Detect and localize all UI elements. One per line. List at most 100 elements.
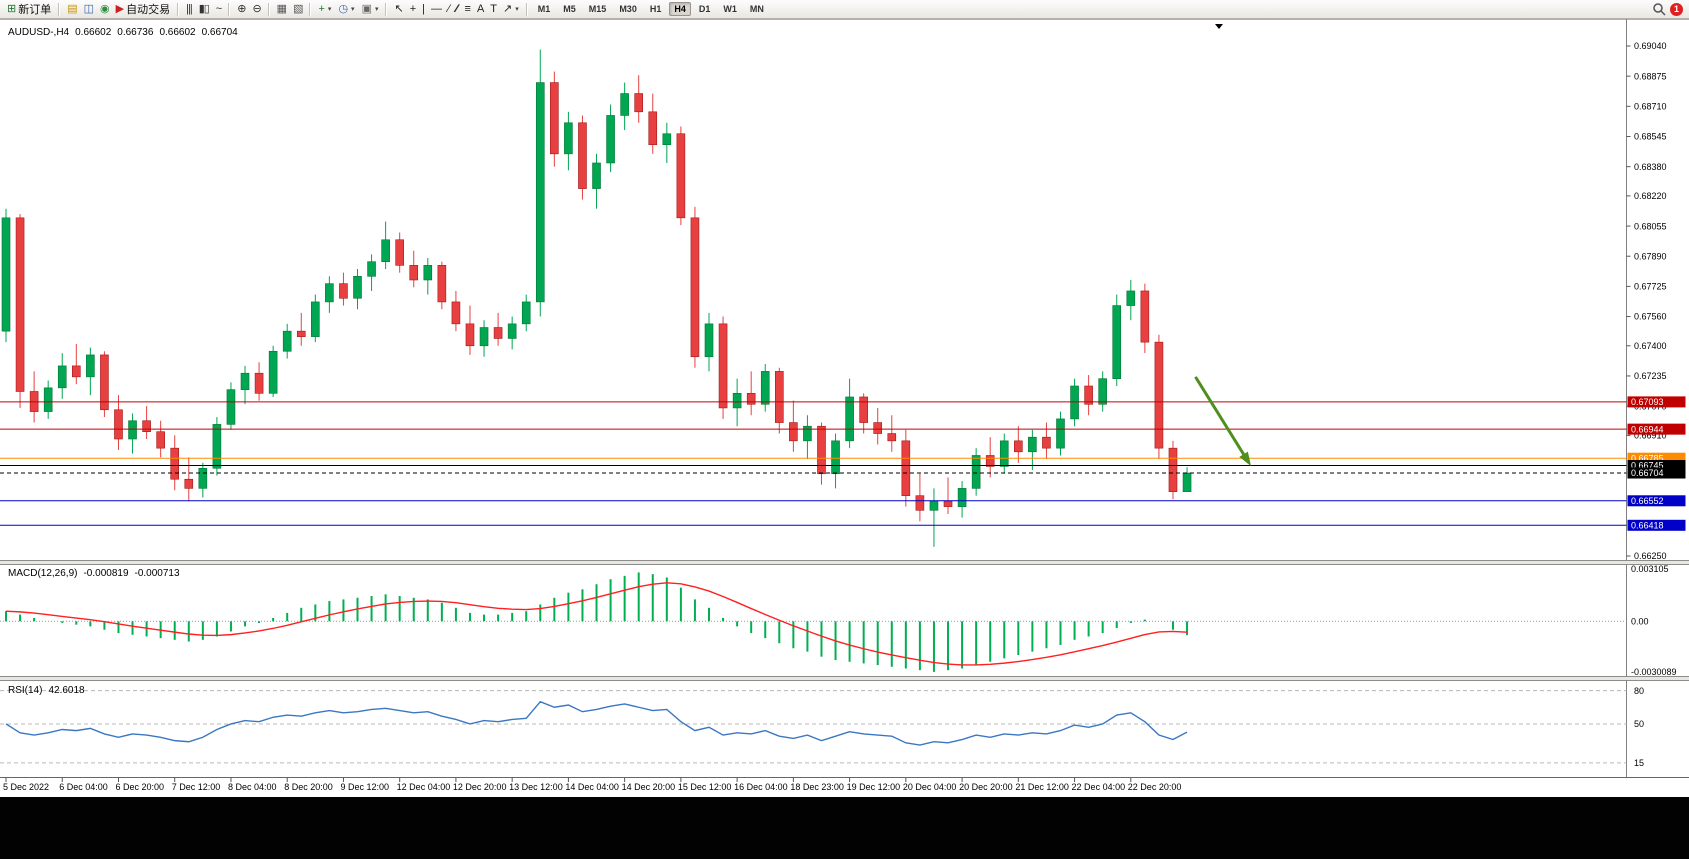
bars-chart-button[interactable]: ||| <box>183 1 195 17</box>
svg-text:0.67400: 0.67400 <box>1634 341 1667 351</box>
data-window-button[interactable]: ◫ <box>81 1 96 17</box>
line-chart-icon: ~ <box>215 2 223 15</box>
svg-text:14 Dec 04:00: 14 Dec 04:00 <box>565 782 619 792</box>
zoom-in-icon: ⊕ <box>237 2 246 15</box>
timeframe-m1-button[interactable]: M1 <box>537 4 551 14</box>
periods-button[interactable]: ◷ ▾ <box>335 1 357 17</box>
timeframe-mn-button[interactable]: MN <box>749 4 764 14</box>
svg-text:13 Dec 12:00: 13 Dec 12:00 <box>509 782 563 792</box>
macd-signal-line <box>5 582 1188 666</box>
candles-chart-button[interactable]: ▮▯ <box>196 1 212 17</box>
zoom-out-icon: ⊖ <box>252 2 261 15</box>
chart-shift-marker[interactable] <box>1215 24 1223 29</box>
autotrade-button[interactable]: ▶ 自动交易 <box>113 1 173 17</box>
toolbar-separator <box>525 2 528 16</box>
chart-title: AUDUSD-,H4 0.66602 0.66736 0.66602 0.667… <box>8 27 238 38</box>
svg-text:0.66910: 0.66910 <box>1634 431 1667 441</box>
rsi-value: 42.6018 <box>48 685 85 696</box>
channel-button[interactable]: ∕∕ <box>453 1 461 17</box>
timeframe-d1-button[interactable]: D1 <box>698 4 711 14</box>
svg-text:15 Dec 12:00: 15 Dec 12:00 <box>678 782 732 792</box>
rsi-name: RSI(14) <box>8 685 43 696</box>
notification-badge[interactable]: 1 <box>1670 2 1683 16</box>
templates-button[interactable]: ▣ ▾ <box>359 1 382 17</box>
svg-text:0.66745: 0.66745 <box>1631 461 1664 471</box>
navigator-icon: ◉ <box>100 2 110 15</box>
svg-text:0.67560: 0.67560 <box>1634 312 1667 322</box>
svg-text:20 Dec 04:00: 20 Dec 04:00 <box>903 782 957 792</box>
search-button[interactable] <box>1649 1 1669 17</box>
indicators-button[interactable]: + ▾ <box>315 1 334 17</box>
new-order-label: 新订单 <box>18 4 52 16</box>
crosshair-icon: + <box>409 2 417 15</box>
navigator-button[interactable]: ◉ <box>97 1 112 17</box>
periods-dropdown-icon[interactable]: ▾ <box>351 6 355 13</box>
svg-text:0.003105: 0.003105 <box>1631 564 1669 574</box>
chart-canvas[interactable]: 0.69040 0.68875 0.68710 0.68545 0.68380 0.682… <box>0 19 1689 797</box>
timeframe-h4-button[interactable]: H4 <box>669 2 691 16</box>
arrows-button[interactable]: ↗ ▾ <box>500 1 522 17</box>
timeframe-m5-button[interactable]: M5 <box>563 4 576 14</box>
text-label-button[interactable]: T <box>487 1 499 17</box>
svg-text:0.67235: 0.67235 <box>1634 371 1667 381</box>
chart-low: 0.66602 <box>159 27 196 38</box>
trendline-button[interactable]: ∕ <box>445 1 452 17</box>
tile-windows-button[interactable]: ▦ <box>274 1 289 17</box>
new-order-button[interactable]: ⊞ 新订单 <box>4 1 54 17</box>
market-watch-button[interactable]: ▤ <box>64 1 79 17</box>
timeframe-w1-button[interactable]: W1 <box>723 4 737 14</box>
templates-dropdown-icon[interactable]: ▾ <box>374 6 379 13</box>
zoom-in-button[interactable]: ⊕ <box>234 1 248 17</box>
price-badge <box>1627 452 1686 464</box>
svg-text:0.68380: 0.68380 <box>1634 162 1667 172</box>
svg-text:6 Dec 04:00: 6 Dec 04:00 <box>59 782 108 792</box>
arrows-icon: ↗ <box>503 2 512 15</box>
svg-text:16 Dec 04:00: 16 Dec 04:00 <box>734 782 788 792</box>
tile-windows-icon: ▦ <box>276 2 287 15</box>
toolbar-separator <box>58 2 61 16</box>
svg-text:0.68875: 0.68875 <box>1634 71 1667 81</box>
price-badge <box>1627 495 1686 507</box>
fibonacci-button[interactable]: ≡ <box>462 1 473 17</box>
toolbar-separator <box>267 2 270 16</box>
svg-text:12 Dec 04:00: 12 Dec 04:00 <box>397 782 451 792</box>
cascade-windows-button[interactable]: ▧ <box>290 1 305 17</box>
panel-splitter[interactable] <box>0 676 1689 681</box>
cursor-button[interactable]: ↖ <box>391 1 405 17</box>
svg-text:0.68220: 0.68220 <box>1634 191 1667 201</box>
chart-area[interactable]: 0.69040 0.68875 0.68710 0.68545 0.68380 0.682… <box>0 19 1689 797</box>
svg-text:22 Dec 04:00: 22 Dec 04:00 <box>1072 782 1126 792</box>
horizontal-line-icon: — <box>431 2 442 15</box>
zoom-out-button[interactable]: ⊖ <box>249 1 263 17</box>
timeframe-h1-button[interactable]: H1 <box>649 4 662 14</box>
trend-arrow-annotation[interactable] <box>1194 376 1251 464</box>
indicators-dropdown-icon[interactable]: ▾ <box>327 6 332 13</box>
arrows-dropdown-icon[interactable]: ▾ <box>515 6 519 13</box>
toolbar: ⊞ 新订单 ▤ ◫ ◉ ▶ 自动交易 ||| ▮▯ ~ ⊕ ⊖ ▦ ▧ + ▾ ◷ ▾ ▣ ▾ ↖ + | — ∕ ∕∕ ≡ A T ↗ ▾… <box>0 0 1689 19</box>
text-button[interactable]: A <box>474 1 486 17</box>
horizontal-line-button[interactable]: — <box>428 1 444 17</box>
line-chart-button[interactable]: ~ <box>213 1 224 17</box>
svg-text:6 Dec 20:00: 6 Dec 20:00 <box>115 782 164 792</box>
price-badge <box>1627 423 1686 435</box>
timeframe-m15-button[interactable]: M15 <box>588 4 607 14</box>
vertical-line-button[interactable]: | <box>419 1 427 17</box>
chart-high: 0.66736 <box>117 27 154 38</box>
svg-text:20 Dec 20:00: 20 Dec 20:00 <box>959 782 1013 792</box>
svg-text:-0.0030089: -0.0030089 <box>1631 667 1677 677</box>
svg-text:0.67093: 0.67093 <box>1631 397 1664 407</box>
market-watch-icon: ▤ <box>67 2 77 15</box>
timeframe-m30-button[interactable]: M30 <box>619 4 637 14</box>
chart-close: 0.66704 <box>201 27 238 38</box>
rsi-indicator-label: RSI(14) 42.6018 <box>8 685 85 696</box>
panel-splitter[interactable] <box>0 560 1689 565</box>
crosshair-button[interactable]: + <box>407 1 418 17</box>
svg-text:80: 80 <box>1634 686 1644 696</box>
text-label-icon: T <box>490 2 497 15</box>
svg-text:18 Dec 23:00: 18 Dec 23:00 <box>790 782 844 792</box>
svg-text:22 Dec 20:00: 22 Dec 20:00 <box>1128 782 1182 792</box>
svg-text:8 Dec 20:00: 8 Dec 20:00 <box>284 782 333 792</box>
macd-indicator-label: MACD(12,26,9) -0.000819 -0.000713 <box>8 568 180 579</box>
autotrade-label: 自动交易 <box>126 4 171 16</box>
